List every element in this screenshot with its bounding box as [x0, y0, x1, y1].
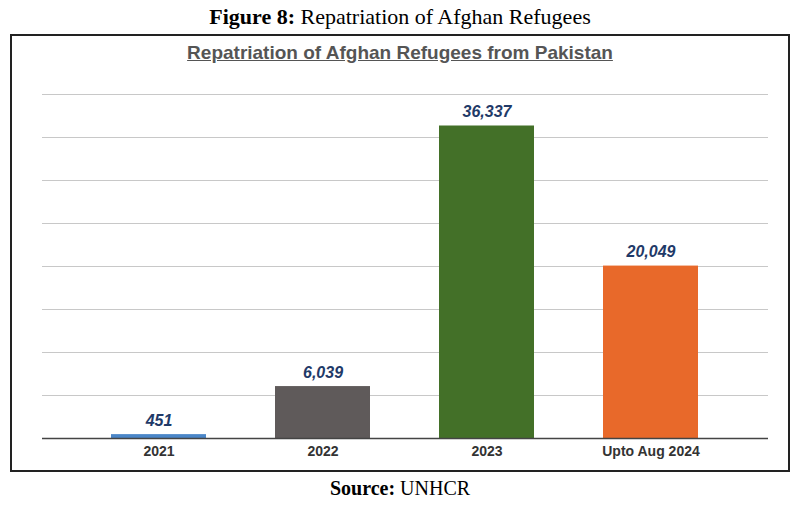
svg-text:2023: 2023	[471, 443, 502, 459]
html-text:Figure 8: Repatriation of Afgh: Figure 8: Repatriation of Afghan Refugee…	[209, 4, 591, 29]
html-text:Repatriation of Afghan Refugee: Repatriation of Afghan Refugees from Pak…	[187, 42, 613, 63]
svg-text:6,039: 6,039	[303, 364, 343, 381]
html-text:Source: UNHCR: Source: UNHCR	[329, 477, 471, 499]
svg-text:451: 451	[145, 412, 173, 429]
svg-text:36,337: 36,337	[463, 103, 513, 120]
svg-text:20,049: 20,049	[626, 243, 676, 260]
svg-text:Upto Aug 2024: Upto Aug 2024	[602, 443, 700, 459]
svg-text:2022: 2022	[307, 443, 338, 459]
svg-text:2021: 2021	[143, 443, 174, 459]
